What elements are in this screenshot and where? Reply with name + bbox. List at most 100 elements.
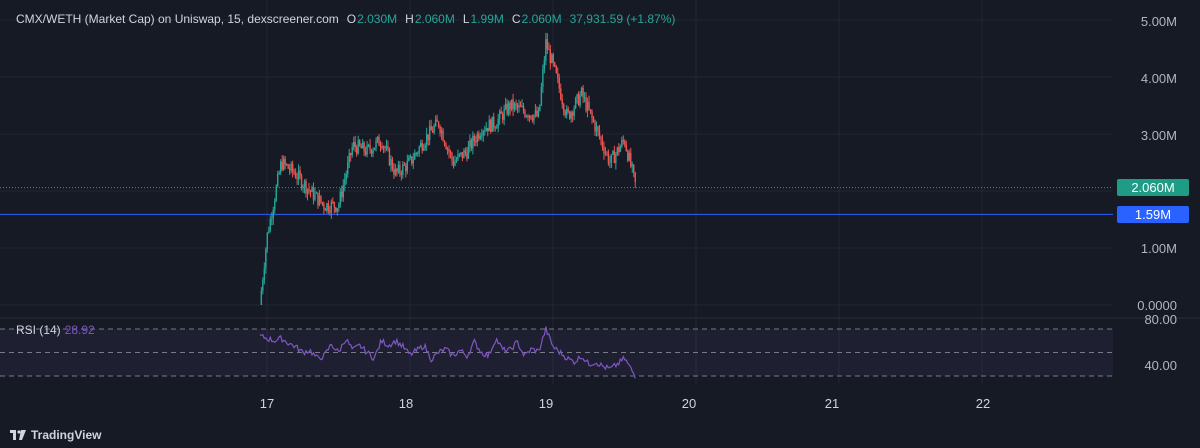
candle-body [439,126,441,134]
time-axis-label: 20 [681,396,697,411]
candle-body [630,152,632,167]
candle-body [425,134,428,145]
candle-body [482,131,484,136]
candle-body [403,164,406,166]
candle-body [445,144,447,150]
candle-body [397,164,400,172]
candle-body [414,153,416,160]
candle-body [583,97,586,99]
candle-body [443,141,446,145]
tradingview-brand[interactable]: TradingView [10,428,101,442]
candle-body [321,202,324,204]
candle-body [510,99,513,110]
time-axis-label: 21 [824,396,840,411]
candle-body [606,152,608,154]
candle-body [370,149,373,154]
candle-body [591,111,593,118]
candle-body [417,152,419,154]
candle-body [405,165,407,172]
candle-body [554,62,556,66]
candle-body [361,142,364,149]
ohlc-open: O 2.030M [346,12,398,26]
candle-body [524,111,526,117]
candle-body [446,148,449,150]
candle-body [457,154,459,160]
candle-body [391,159,394,170]
rsi-value: 28.92 [64,323,95,337]
candle-body [573,108,575,116]
candle-body [364,151,367,155]
candle-body [274,201,276,210]
candle-body [288,168,291,171]
candle-body [282,158,285,170]
candle-body [506,103,508,114]
candle-body [540,87,543,105]
candle-body [296,177,298,180]
candle-body [281,161,283,170]
candle-body [503,108,505,120]
candle-body [488,119,490,132]
symbol-legend: CMX/WETH (Market Cap) on Uniswap, 15, de… [16,12,675,26]
candle-body [570,112,572,119]
candle-body [522,105,525,112]
ohlc-low: L 1.99M [462,12,504,26]
candle-body [332,201,334,203]
candle-body [530,115,532,119]
candle-body [521,105,523,107]
candle-body [378,136,380,146]
candle-body [500,111,502,114]
candle-body [300,175,303,189]
candle-body [354,142,356,148]
time-axis-label: 19 [538,396,554,411]
candle-body [525,115,528,117]
price-change: 37,931.59 (+1.87%) [569,12,676,26]
rsi-label: RSI (14) [16,323,61,337]
candle-body [311,187,313,193]
candle-body [306,189,309,194]
candle-body [498,111,501,119]
candle-body [515,103,517,105]
candle-body [533,114,535,121]
candle-body [335,207,337,212]
candle-body [592,117,595,122]
candle-body [268,231,270,233]
candle-body [509,102,511,110]
horizontal-line-tag[interactable]: 1.59M [1117,206,1189,223]
candle-body [484,130,486,132]
candle-body [539,104,541,111]
candle-body [610,154,613,163]
candle-body [338,204,340,209]
rsi-legend: RSI (14) 28.92 [16,323,95,337]
candle-body [582,87,584,98]
candle-body [449,152,452,154]
price-axis-label: 4.00M [1140,71,1177,86]
price-axis-label: 5.00M [1140,14,1177,29]
candle-body [571,112,574,116]
candle-body [493,116,495,128]
candle-body [494,127,496,129]
candle-body [600,136,602,140]
candle-body [634,172,636,183]
candle-body [607,152,610,164]
candle-body [551,54,553,64]
candle-body [479,136,482,139]
candle-body [367,145,370,147]
candle-body [262,280,264,291]
ohlc-high: H 2.060M [405,12,455,26]
candle-body [384,146,386,149]
price-axis-label: 3.00M [1140,128,1177,143]
candle-body [394,168,397,175]
candle-body [427,134,429,141]
price-axis-label: 1.00M [1140,241,1177,256]
candle-body [390,159,392,166]
candle-body [534,110,537,115]
candle-body [513,103,516,110]
candle-body [345,174,347,180]
candle-body [585,97,587,111]
candle-body [363,142,365,152]
candle-body [613,151,616,164]
candle-body [430,125,432,131]
candle-body [527,115,529,118]
candle-body [598,130,601,137]
